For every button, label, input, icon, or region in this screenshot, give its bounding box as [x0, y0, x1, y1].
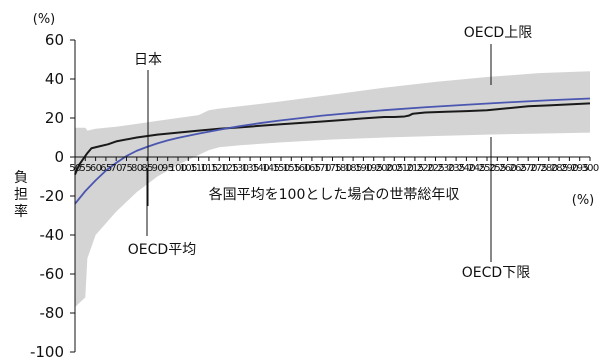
- annotation-oecd-average: OECD平均: [128, 242, 196, 258]
- x-tick-label: 185: [344, 163, 362, 174]
- x-tick-label: 155: [283, 163, 301, 174]
- y-tick-label: -40: [40, 226, 65, 244]
- annotation-japan: 日本: [134, 52, 162, 68]
- y-tick-label: 40: [45, 70, 64, 88]
- x-tick-label: 280: [540, 163, 558, 174]
- x-tick-label: 90: [152, 163, 164, 174]
- x-tick-label: 170: [314, 163, 332, 174]
- x-tick-label: 100: [169, 163, 187, 174]
- x-tick-label: 255: [489, 163, 507, 174]
- x-tick-label: 120: [211, 163, 229, 174]
- x-tick-label: 80: [131, 163, 143, 174]
- x-tick-label: 115: [200, 163, 218, 174]
- x-tick-label: 140: [252, 163, 270, 174]
- x-tick-label: 210: [396, 163, 414, 174]
- x-tick-label: 135: [241, 163, 259, 174]
- x-tick-label: 225: [427, 163, 445, 174]
- annotation-oecd-upper: OECD上限: [464, 25, 532, 41]
- y-axis-label-char: 負: [14, 170, 28, 186]
- series-line-oecd_avg: [74, 97, 591, 205]
- x-tick-label: 50: [69, 163, 81, 174]
- x-tick-label: 245: [468, 163, 486, 174]
- x-tick-label: 145: [262, 163, 280, 174]
- annotation-oecd-lower: OECD下限: [462, 265, 530, 281]
- x-tick-label: 270: [520, 163, 538, 174]
- y-axis-label: 負担率: [14, 170, 28, 220]
- y-unit-label: (%): [33, 12, 56, 27]
- x-tick-label: 180: [334, 163, 352, 174]
- x-tick-label: 260: [499, 163, 517, 174]
- x-tick-label: 285: [550, 163, 568, 174]
- x-tick-label: 150: [272, 163, 290, 174]
- x-tick-label: 55: [80, 163, 92, 174]
- x-tick-label: 275: [530, 163, 548, 174]
- y-tick-label: -60: [40, 265, 65, 283]
- x-tick-label: 220: [417, 163, 435, 174]
- y-tick-label: 20: [45, 109, 64, 127]
- x-tick-label: 60: [90, 163, 102, 174]
- x-tick-label: 235: [447, 163, 465, 174]
- y-tick-label: 0: [54, 148, 64, 166]
- y-tick-label: -20: [40, 187, 65, 205]
- series-layer: [74, 97, 591, 205]
- x-tick-label: 160: [293, 163, 311, 174]
- series-line-japan: [74, 102, 591, 175]
- x-tick-label: 200: [375, 163, 393, 174]
- x-tick-label: 250: [478, 163, 496, 174]
- y-axis-label-char: 率: [14, 203, 28, 220]
- y-axis-label-char: 担: [14, 187, 28, 203]
- x-tick-label: 300: [581, 163, 599, 174]
- x-tick-label: 130: [231, 163, 249, 174]
- x-tick-label: 295: [571, 163, 589, 174]
- x-tick-label: 175: [324, 163, 342, 174]
- x-tick-label: 75: [121, 163, 133, 174]
- x-tick-label: 125: [221, 163, 239, 174]
- x-tick-label: 165: [303, 163, 321, 174]
- y-tick-label: -100: [30, 343, 64, 360]
- x-axis-label: 各国平均を100とした場合の世帯総年収: [209, 187, 460, 203]
- x-tick-label: 290: [561, 163, 579, 174]
- x-tick-label: 105: [180, 163, 198, 174]
- x-tick-label: 195: [365, 163, 383, 174]
- x-tick-label: 65: [100, 163, 112, 174]
- annotation-layer: [146, 44, 492, 262]
- y-tick-label: 60: [45, 31, 64, 49]
- x-tick-label: 190: [355, 163, 373, 174]
- x-tick-label: 230: [437, 163, 455, 174]
- x-unit-label: (%): [572, 193, 595, 208]
- x-tick-label: 205: [386, 163, 404, 174]
- x-tick-label: 110: [190, 163, 208, 174]
- x-tick-label: 240: [458, 163, 476, 174]
- y-tick-label: -80: [40, 304, 65, 322]
- x-tick-label: 70: [110, 163, 122, 174]
- x-tick-label: 95: [162, 163, 174, 174]
- x-tick-label: 265: [509, 163, 527, 174]
- x-tick-label: 215: [406, 163, 424, 174]
